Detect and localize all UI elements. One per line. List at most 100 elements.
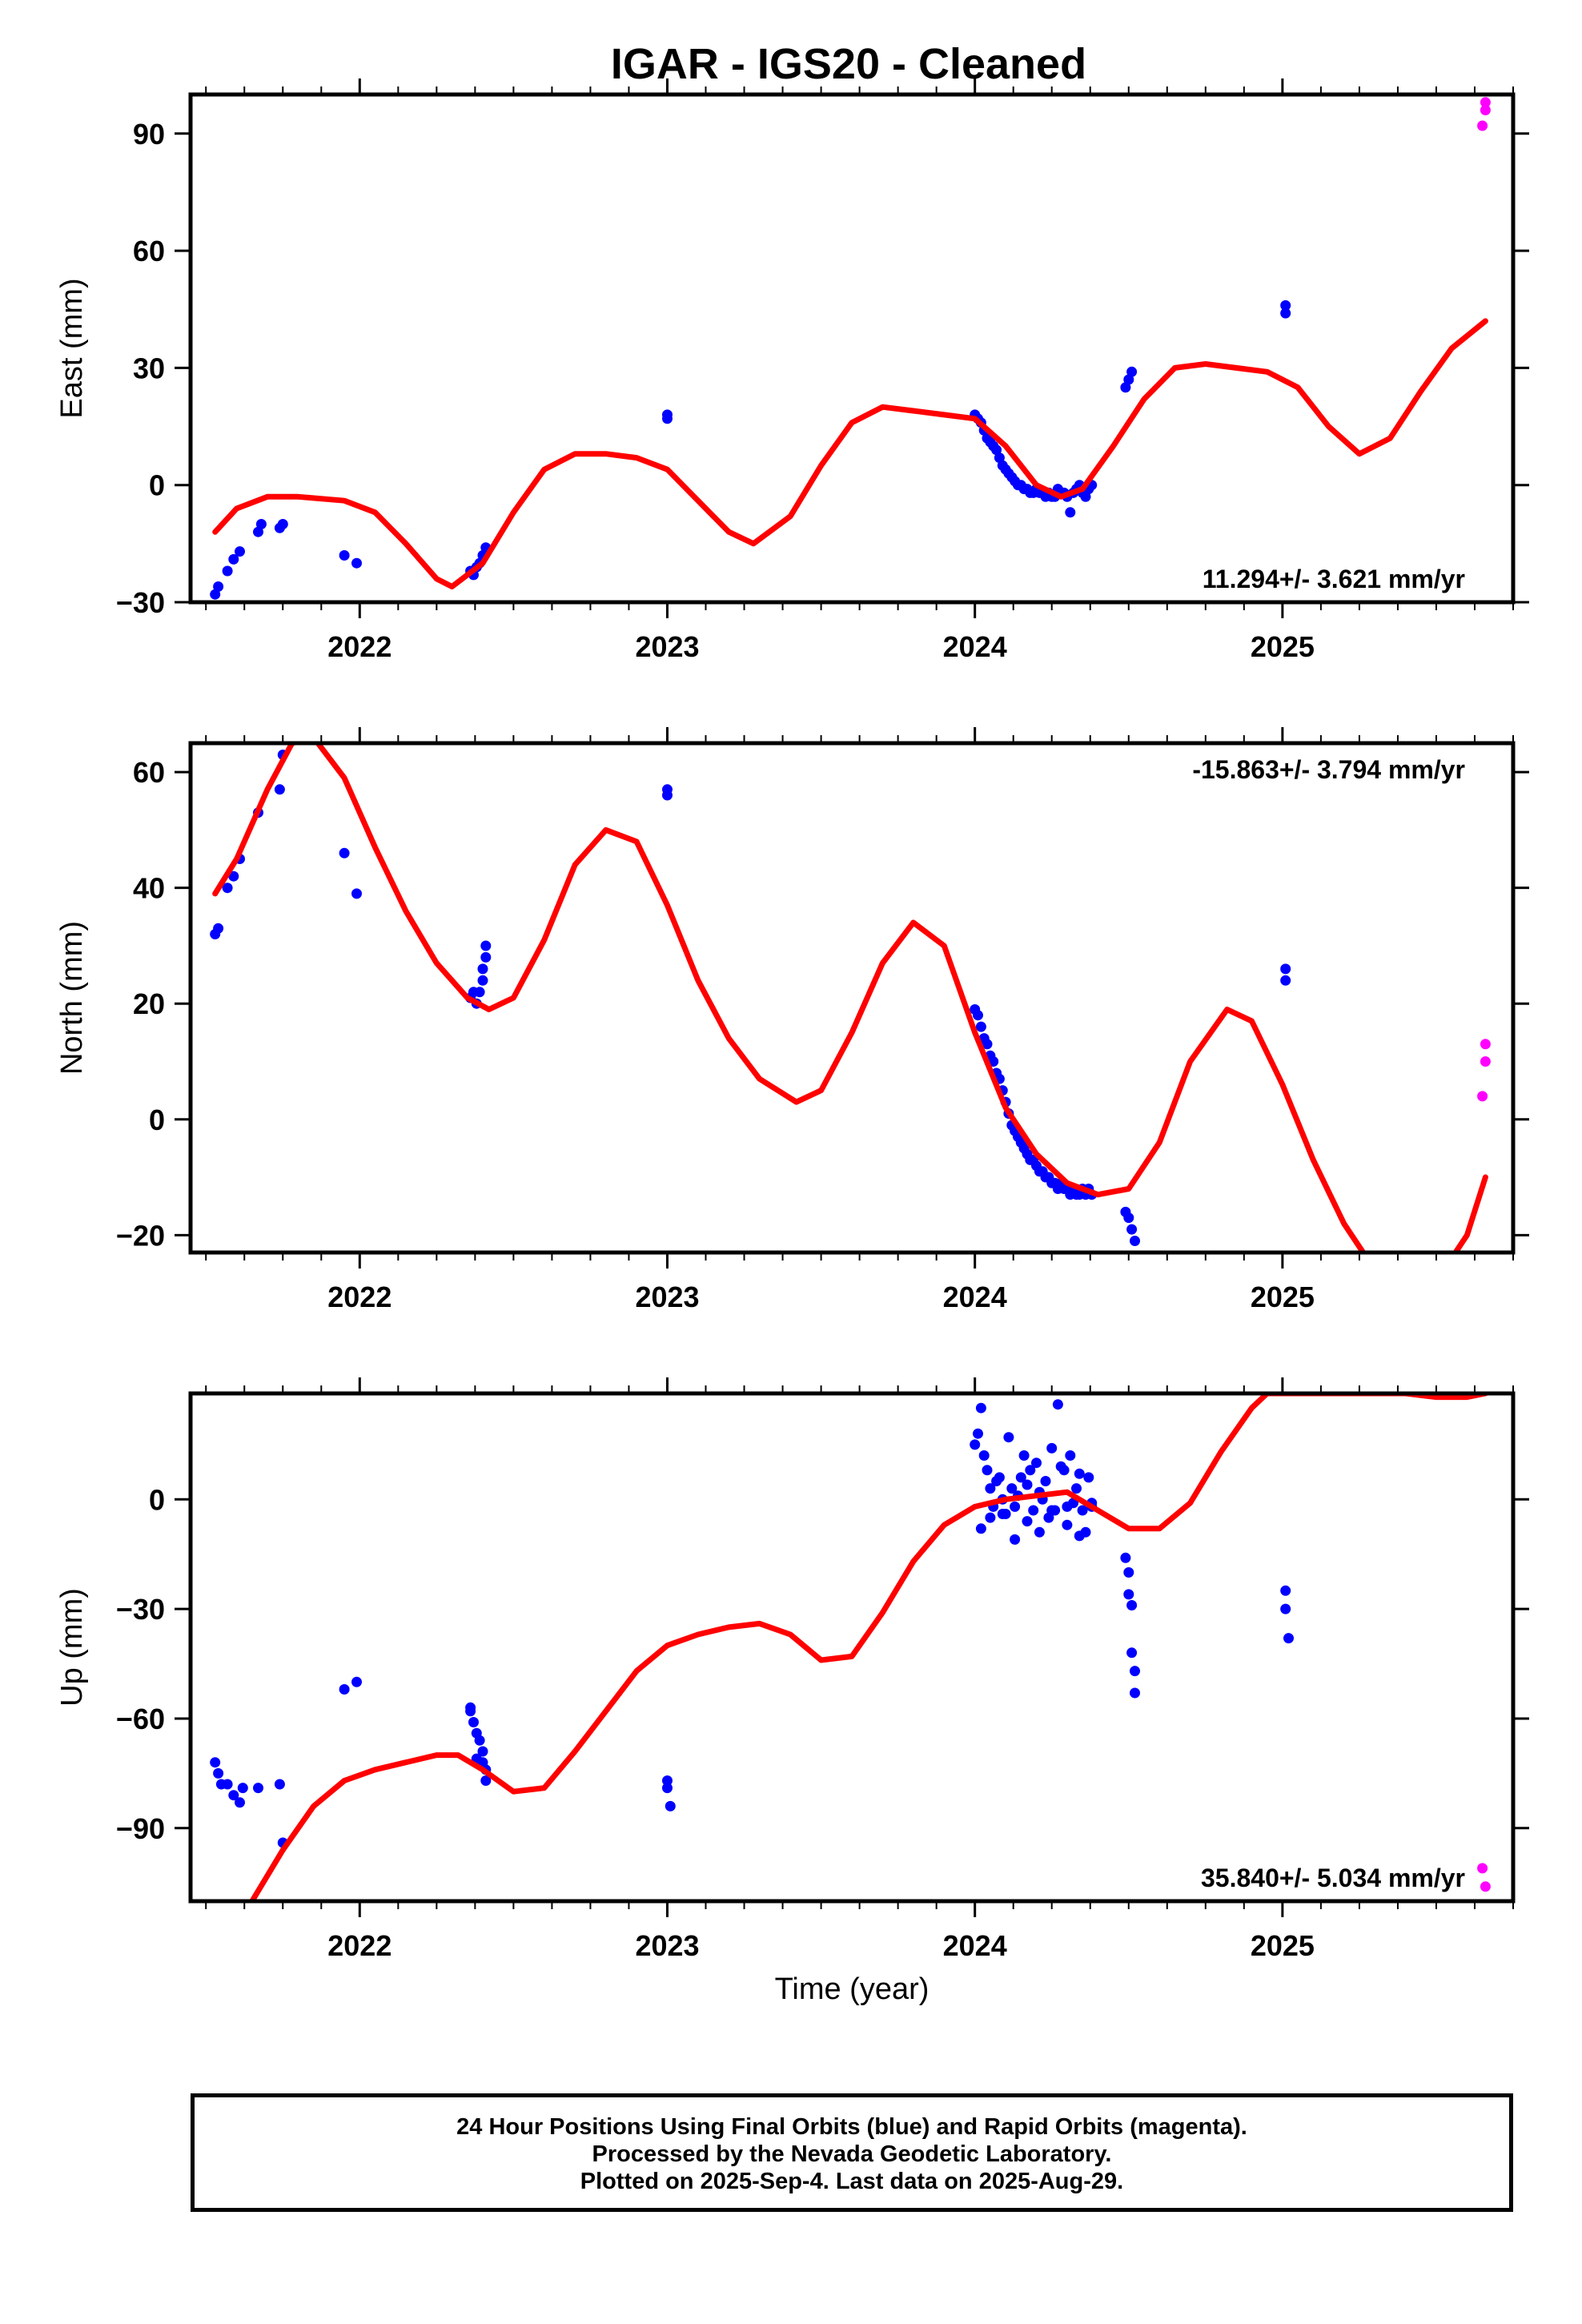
up-y-axis-label: Up (mm) [55,1588,89,1707]
north-final-point [274,784,285,795]
north-final-point [213,923,224,934]
east-rapid-point [1480,105,1491,115]
east-final-point [662,409,673,420]
north-plot-area [210,743,1491,1252]
up-final-point [1018,1450,1030,1461]
north-final-point [973,1010,983,1021]
up-y-tick-label: −60 [116,1703,165,1735]
footer-line-3: Plotted on 2025-Sep-4. Last data on 2025… [580,2169,1124,2194]
up-final-point [210,1757,221,1768]
east-x-tick-label: 2022 [327,630,391,663]
footer-line-1: 24 Hour Positions Using Final Orbits (bl… [456,2114,1247,2140]
north-x-tick-label: 2024 [943,1281,1007,1313]
up-final-point [1046,1505,1058,1516]
east-x-tick-label: 2025 [1251,630,1315,663]
up-final-point [465,1706,476,1717]
up-final-point [1123,1567,1134,1578]
up-final-point [339,1684,350,1695]
up-final-point [1040,1476,1051,1486]
north-final-point [480,951,492,963]
north-final-point [1126,1224,1138,1235]
north-frame [188,741,1516,1255]
up-final-point [985,1512,996,1523]
up-final-point [1015,1472,1026,1483]
chart-title: IGAR - IGS20 - Cleaned [611,40,1086,88]
up-final-point [1280,1603,1291,1614]
east-final-point [339,550,350,561]
north-rapid-point [1477,1091,1488,1102]
up-final-point [1062,1501,1073,1512]
north-x-tick-label: 2022 [327,1281,391,1313]
up-final-point [970,1439,981,1450]
east-final-point [1280,300,1291,311]
up-final-point [1283,1633,1294,1644]
up-final-point [975,1523,986,1534]
up-final-point [1034,1526,1045,1538]
north-final-point [477,975,488,986]
north-final-point [477,963,488,975]
east-final-point [222,565,233,577]
east-final-point [1065,507,1076,518]
up-y-tick-label: −30 [116,1593,165,1626]
east-x-tick-label: 2024 [943,630,1007,663]
up-final-point [1280,1585,1291,1596]
east-rate-label: 11.294+/- 3.621 mm/yr [1203,565,1465,593]
east-final-point [228,553,239,565]
up-final-point [973,1428,983,1439]
east-y-tick-label: 0 [149,469,165,502]
north-final-point [228,870,239,882]
footer-line-2: Processed by the Nevada Geodetic Laborat… [592,2141,1112,2167]
north-final-point [339,847,350,858]
north-final-point [480,940,492,951]
north-rapid-point [1480,1039,1491,1050]
up-final-point [985,1483,996,1494]
east-plot-area [210,97,1491,600]
up-panel: 2022 2023 2024 2025 −90 −60 −30 0 Up (mm) 35.840+… [55,1377,1529,1962]
up-final-point [1071,1483,1082,1494]
up-final-point [1031,1458,1042,1469]
up-final-point [1130,1666,1140,1677]
north-final-point [975,1021,986,1032]
north-y-tick-label: −20 [116,1219,165,1252]
east-x-tick-label: 2023 [635,630,699,663]
up-final-point [1074,1530,1085,1542]
east-y-tick-label: 30 [133,352,165,384]
up-final-point [1028,1505,1039,1516]
up-final-point [1046,1442,1058,1454]
up-final-point [1065,1450,1076,1461]
up-final-point [235,1797,245,1808]
north-y-axis-label: North (mm) [55,921,89,1075]
up-final-point [1083,1472,1094,1483]
north-final-point [222,883,233,894]
north-y-tick-label: 40 [133,872,165,905]
north-y-tick-label: 60 [133,756,165,789]
north-final-point [1280,975,1291,986]
up-final-point [477,1746,488,1757]
up-model-curve [249,1393,1488,1901]
up-final-point [662,1783,673,1794]
up-x-tick-label: 2022 [327,1929,391,1962]
up-final-point [1120,1552,1131,1563]
east-final-point [235,546,245,557]
up-final-point [997,1509,1008,1519]
up-final-point [1123,1589,1134,1600]
east-final-point [1126,366,1138,377]
up-rate-label: 35.840+/- 5.034 mm/yr [1201,1864,1465,1892]
north-final-point [1130,1236,1140,1246]
up-final-point [994,1472,1005,1483]
east-final-point [991,444,1002,456]
north-rate-label: -15.863+/- 3.794 mm/yr [1192,755,1465,784]
up-final-point [1010,1534,1021,1545]
east-y-tick-label: −30 [116,586,165,619]
up-final-point [665,1800,676,1811]
up-final-point [468,1717,479,1727]
east-y-tick-label: 60 [133,235,165,267]
up-final-point [1062,1519,1073,1530]
up-final-point [222,1779,233,1790]
up-final-point [1003,1432,1014,1443]
footer-box: 24 Hour Positions Using Final Orbits (bl… [191,2093,1513,2212]
up-frame [188,1391,1516,1904]
up-y-tick-label: 0 [149,1483,165,1516]
up-plot-area [210,1393,1491,1901]
up-final-point [1022,1479,1033,1490]
